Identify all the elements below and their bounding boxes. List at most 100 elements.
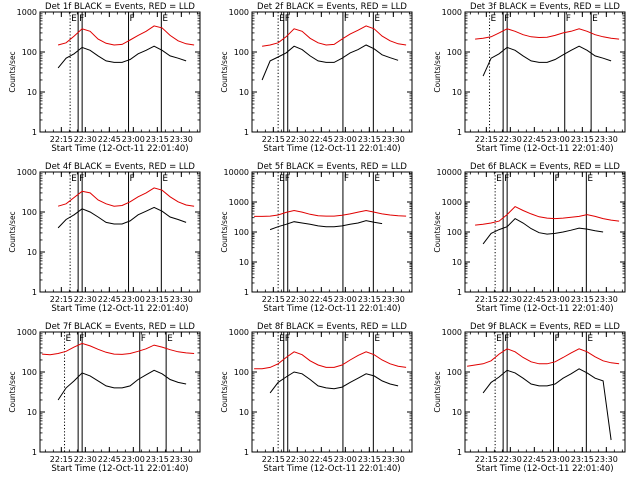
plot-frame	[251, 331, 413, 453]
x-axis-label: Start Time (12-Oct-11 22:01:40)	[263, 464, 400, 474]
series-line-lld	[475, 205, 620, 226]
series-line-events	[57, 206, 187, 229]
y-tick-label: 10	[452, 408, 462, 417]
chart-panel-1: Det 1f BLACK = Events, RED = LLD 1 10 100 10…	[8, 2, 201, 154]
x-tick-label: 22:15	[50, 455, 73, 464]
x-tick-label: 23:00	[334, 135, 357, 144]
marker-label: E	[71, 14, 77, 24]
y-tick-label: 1	[244, 128, 249, 137]
x-tick-label: 23:00	[122, 455, 145, 464]
x-tick-label: 23:30	[170, 455, 193, 464]
plot-frame	[464, 331, 626, 453]
x-tick-label: 22:45	[310, 455, 333, 464]
x-tick-label: 22:45	[523, 295, 546, 304]
chart-title: Det 9f BLACK = Events, RED = LLD	[470, 322, 620, 332]
chart-panel-9: Det 9f BLACK = Events, RED = LLD 1 10 100 10…	[433, 322, 626, 474]
marker-label: F	[344, 174, 349, 184]
marker-label: E	[587, 334, 593, 344]
marker-label: E	[374, 174, 380, 184]
x-tick-label: 22:30	[74, 135, 97, 144]
y-tick-label: 10	[239, 258, 249, 267]
series-line-events	[57, 369, 187, 401]
marker-label: E	[167, 334, 173, 344]
y-tick-label: 10	[27, 408, 37, 417]
marker-label: F	[566, 14, 571, 24]
x-tick-label: 23:30	[595, 295, 618, 304]
y-axis-label: Counts/sec	[220, 211, 229, 252]
y-tick-label: 10	[27, 248, 37, 257]
x-tick-label: 23:30	[170, 295, 193, 304]
x-tick-label: 22:45	[98, 455, 121, 464]
y-tick-label: 100	[447, 368, 462, 377]
series-line-events	[261, 44, 399, 81]
marker-label: F	[555, 174, 560, 184]
y-tick-label: 10	[239, 88, 249, 97]
chart-panel-6: Det 6f BLACK = Events, RED = LLD 1 10 100 10…	[433, 162, 626, 314]
marker-label: E	[279, 334, 285, 344]
series-line-events	[57, 45, 187, 69]
x-tick-label: 23:30	[170, 135, 193, 144]
x-tick-label: 23:15	[358, 455, 381, 464]
y-tick-label: 1000	[442, 198, 462, 207]
x-tick-label: 23:00	[547, 135, 570, 144]
x-tick-label: 22:30	[286, 455, 309, 464]
y-tick-label: 10000	[437, 168, 462, 177]
x-tick-label: 22:15	[262, 135, 285, 144]
series-line-lld	[254, 351, 407, 370]
y-tick-label: 1000	[17, 8, 37, 17]
series-line-lld	[57, 187, 195, 207]
series-line-lld	[254, 209, 407, 217]
y-tick-label: 100	[234, 48, 249, 57]
chart-title: Det 7f BLACK = Events, RED = LLD	[45, 322, 195, 332]
series-line-events	[482, 217, 604, 245]
x-tick-label: 23:15	[571, 455, 594, 464]
y-axis-label: Counts/sec	[8, 371, 17, 412]
chart-title: Det 4f BLACK = Events, RED = LLD	[45, 162, 195, 172]
y-tick-label: 10	[239, 408, 249, 417]
marker-label: E	[374, 14, 380, 24]
x-tick-label: 22:30	[74, 295, 97, 304]
y-tick-label: 1000	[229, 198, 249, 207]
x-tick-label: 22:15	[50, 135, 73, 144]
y-tick-label: 1000	[442, 8, 462, 17]
x-tick-label: 23:30	[382, 455, 405, 464]
x-tick-label: 23:15	[571, 295, 594, 304]
marker-label: F	[555, 334, 560, 344]
chart-title: Det 6f BLACK = Events, RED = LLD	[470, 162, 620, 172]
x-tick-label: 22:30	[286, 135, 309, 144]
y-tick-label: 10000	[224, 168, 249, 177]
marker-label: E	[162, 14, 168, 24]
x-axis-label: Start Time (12-Oct-11 22:01:40)	[263, 304, 400, 314]
y-tick-label: 100	[234, 368, 249, 377]
y-axis-label: Counts/sec	[8, 211, 17, 252]
y-tick-label: 100	[447, 228, 462, 237]
x-tick-label: 23:30	[595, 135, 618, 144]
series-line-events	[482, 368, 612, 441]
series-line-events	[269, 220, 383, 231]
x-tick-label: 22:45	[523, 455, 546, 464]
y-tick-label: 10	[452, 88, 462, 97]
x-tick-label: 23:00	[122, 295, 145, 304]
chart-panel-3: Det 3f BLACK = Events, RED = LLD 1 10 100 10…	[433, 2, 626, 154]
marker-label: F	[130, 174, 135, 184]
series-line-lld	[467, 348, 620, 367]
x-tick-label: 22:45	[98, 295, 121, 304]
marker-label: E	[71, 174, 77, 184]
marker-label: E	[491, 14, 497, 24]
marker-label: E	[587, 174, 593, 184]
chart-title: Det 1f BLACK = Events, RED = LLD	[45, 2, 195, 12]
chart-title: Det 2f BLACK = Events, RED = LLD	[257, 2, 407, 12]
x-axis-label: Start Time (12-Oct-11 22:01:40)	[51, 144, 188, 154]
x-tick-label: 22:45	[98, 135, 121, 144]
x-tick-label: 23:00	[122, 135, 145, 144]
y-tick-label: 1	[32, 128, 37, 137]
y-tick-label: 100	[234, 228, 249, 237]
y-tick-label: 10	[452, 258, 462, 267]
y-tick-label: 1000	[229, 8, 249, 17]
marker-label: E	[374, 334, 380, 344]
x-axis-label: Start Time (12-Oct-11 22:01:40)	[476, 144, 613, 154]
y-tick-label: 1	[457, 128, 462, 137]
x-axis-label: Start Time (12-Oct-11 22:01:40)	[51, 304, 188, 314]
